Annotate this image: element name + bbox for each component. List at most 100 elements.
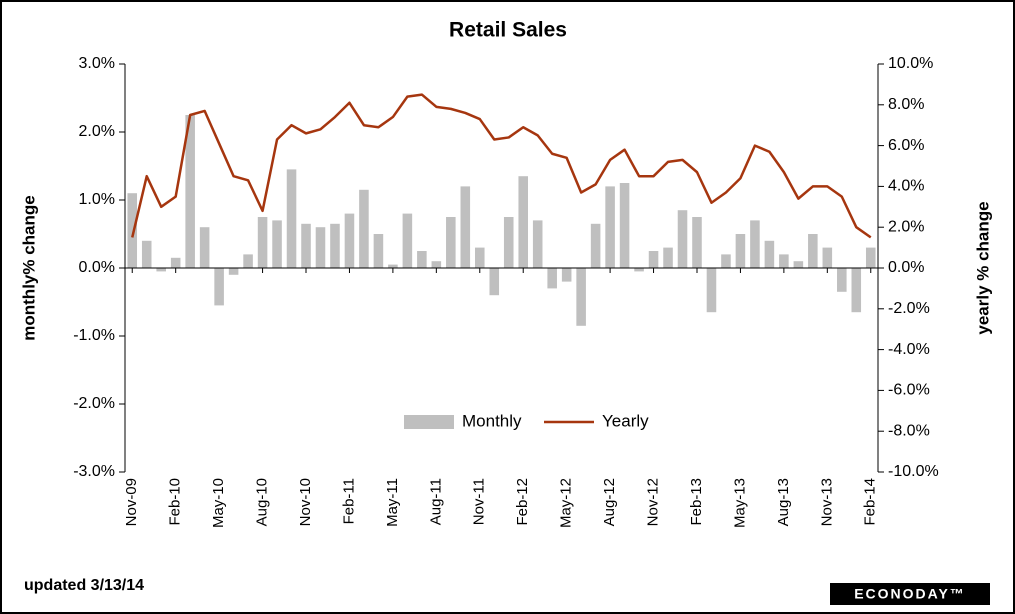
x-tick-label: Feb-11: [340, 478, 357, 524]
bar: [764, 240, 775, 268]
bar: [735, 234, 746, 268]
bar: [779, 254, 789, 268]
bar: [185, 115, 195, 268]
bar: [561, 268, 572, 282]
x-tick-label: Nov-11: [471, 478, 488, 525]
bar: [605, 186, 615, 268]
y-tick-label: -2.0%: [73, 395, 115, 412]
bar: [634, 268, 644, 272]
bar: [417, 251, 427, 268]
y2-tick-label: -2.0%: [888, 300, 930, 317]
bar: [156, 268, 166, 272]
bar: [706, 268, 717, 313]
bar: [721, 254, 731, 268]
bar: [359, 189, 369, 268]
bar: [822, 247, 833, 268]
legend-label: Yearly: [602, 411, 649, 430]
bar: [257, 217, 268, 268]
bar: [431, 261, 442, 268]
bar: [315, 227, 326, 268]
y-axis-label: monthly% change: [19, 195, 38, 340]
chart-title: Retail Sales: [449, 19, 567, 42]
x-tick-label: May-11: [384, 478, 401, 527]
x-tick-label: Feb-12: [514, 478, 531, 526]
bar: [475, 247, 485, 268]
x-tick-label: Aug-10: [254, 478, 271, 526]
x-tick-label: May-13: [731, 478, 748, 528]
x-tick-label: Nov-12: [645, 478, 662, 526]
bar: [619, 183, 630, 268]
bar: [692, 217, 702, 268]
footer: updated 3/13/14: [24, 577, 144, 594]
y2-tick-label: 8.0%: [888, 96, 924, 113]
bar: [460, 186, 471, 268]
logo: ECONODAY™: [854, 586, 966, 602]
bar: [402, 213, 413, 268]
bar: [228, 268, 239, 275]
bar: [865, 247, 876, 268]
y-tick-label: -3.0%: [73, 463, 115, 480]
x-tick-label: May-12: [558, 478, 575, 528]
y2-axis-label: yearly % change: [973, 201, 992, 334]
bar: [663, 247, 673, 268]
bar: [243, 254, 253, 268]
bar: [677, 210, 688, 268]
y2-tick-label: -6.0%: [888, 382, 930, 399]
bar: [301, 223, 311, 268]
bar: [576, 268, 586, 326]
bar: [344, 213, 355, 268]
y2-tick-label: 6.0%: [888, 137, 924, 154]
y-tick-label: 3.0%: [79, 55, 115, 72]
bar: [199, 227, 210, 268]
bar: [170, 257, 181, 268]
x-tick-label: Aug-12: [601, 478, 618, 526]
bar: [214, 268, 224, 306]
bar: [750, 220, 760, 268]
bar: [851, 268, 862, 313]
bar: [272, 220, 282, 268]
x-tick-label: Feb-14: [862, 478, 879, 526]
x-tick-label: Feb-13: [688, 478, 705, 526]
bar: [127, 193, 138, 268]
x-tick-label: May-10: [210, 478, 227, 528]
x-tick-label: Nov-09: [123, 478, 140, 526]
logo-box: [830, 583, 990, 605]
bar: [286, 169, 297, 268]
y-tick-label: 2.0%: [79, 123, 115, 140]
bar: [590, 223, 601, 268]
legend-swatch: [404, 415, 454, 429]
bar: [518, 176, 528, 268]
y2-tick-label: 4.0%: [888, 178, 924, 195]
bar: [793, 261, 804, 268]
bar: [446, 217, 456, 268]
bar: [489, 268, 500, 296]
bar: [648, 251, 659, 268]
bar: [547, 268, 557, 289]
y2-tick-label: -4.0%: [888, 341, 930, 358]
y-tick-label: 0.0%: [79, 259, 115, 276]
x-tick-label: Feb-10: [167, 478, 184, 526]
bar: [388, 264, 398, 268]
y2-tick-label: 10.0%: [888, 55, 933, 72]
y2-tick-label: -8.0%: [888, 422, 930, 439]
x-tick-label: Nov-10: [297, 478, 314, 526]
bar: [837, 268, 847, 292]
x-tick-label: Aug-11: [427, 478, 444, 525]
bar: [503, 217, 514, 268]
x-tick-label: Nov-13: [818, 478, 835, 526]
bar: [532, 220, 543, 268]
bar: [330, 223, 340, 268]
x-tick-label: Aug-13: [775, 478, 792, 526]
bar: [373, 234, 384, 268]
y2-tick-label: -10.0%: [888, 463, 939, 480]
bar: [141, 240, 152, 268]
legend-label: Monthly: [462, 411, 522, 430]
bar: [808, 234, 818, 268]
y2-tick-label: 2.0%: [888, 218, 924, 235]
y2-tick-label: 0.0%: [888, 259, 924, 276]
y-tick-label: 1.0%: [79, 191, 115, 208]
y-tick-label: -1.0%: [73, 327, 115, 344]
line: [131, 93, 872, 239]
